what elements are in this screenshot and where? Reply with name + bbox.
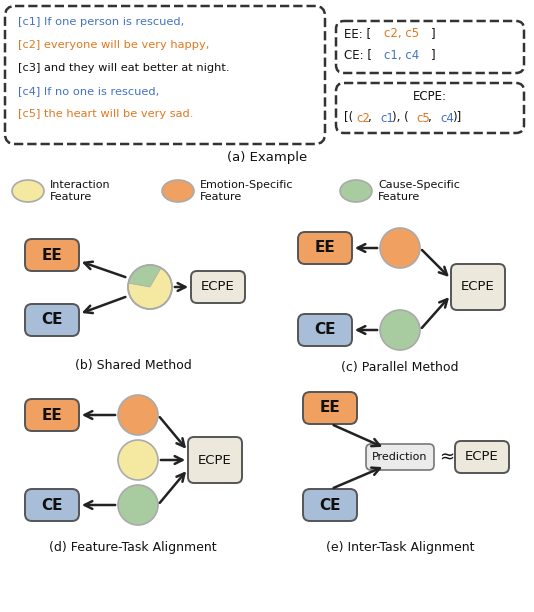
Wedge shape xyxy=(128,265,161,287)
Circle shape xyxy=(128,265,172,309)
FancyBboxPatch shape xyxy=(336,21,524,73)
Text: )]: )] xyxy=(452,111,461,124)
Text: ECPE: ECPE xyxy=(461,280,495,294)
FancyBboxPatch shape xyxy=(455,441,509,473)
Text: Emotion-Specific
Feature: Emotion-Specific Feature xyxy=(200,180,294,202)
Text: ,: , xyxy=(368,111,375,124)
FancyBboxPatch shape xyxy=(25,239,79,271)
Circle shape xyxy=(380,310,420,350)
FancyBboxPatch shape xyxy=(25,304,79,336)
Text: c2, c5: c2, c5 xyxy=(384,28,419,40)
Text: (e) Inter-Task Alignment: (e) Inter-Task Alignment xyxy=(326,542,474,554)
Text: (b) Shared Method: (b) Shared Method xyxy=(75,359,191,371)
Text: (c) Parallel Method: (c) Parallel Method xyxy=(341,362,459,375)
Text: EE: [: EE: [ xyxy=(344,28,371,40)
Text: [c3] and they will eat better at night.: [c3] and they will eat better at night. xyxy=(18,63,230,73)
FancyBboxPatch shape xyxy=(188,437,242,483)
Text: ECPE: ECPE xyxy=(198,453,232,466)
FancyBboxPatch shape xyxy=(303,392,357,424)
Text: ECPE: ECPE xyxy=(201,280,235,294)
FancyBboxPatch shape xyxy=(5,6,325,144)
Text: (a) Example: (a) Example xyxy=(227,152,307,165)
Text: CE: CE xyxy=(314,323,336,337)
Text: ]: ] xyxy=(431,48,436,61)
Text: ECPE: ECPE xyxy=(465,450,499,463)
FancyBboxPatch shape xyxy=(25,489,79,521)
Text: CE: [: CE: [ xyxy=(344,48,372,61)
Text: EE: EE xyxy=(315,241,335,255)
Ellipse shape xyxy=(340,180,372,202)
Circle shape xyxy=(380,228,420,268)
Text: ≈: ≈ xyxy=(439,448,454,466)
Text: CE: CE xyxy=(41,498,63,512)
Text: [c5] the heart will be very sad.: [c5] the heart will be very sad. xyxy=(18,109,193,119)
FancyBboxPatch shape xyxy=(366,444,434,470)
FancyBboxPatch shape xyxy=(451,264,505,310)
FancyBboxPatch shape xyxy=(298,314,352,346)
Text: c2: c2 xyxy=(356,111,370,124)
Text: ,: , xyxy=(428,111,436,124)
Ellipse shape xyxy=(12,180,44,202)
Text: EE: EE xyxy=(320,400,340,416)
Text: [c1] If one person is rescued,: [c1] If one person is rescued, xyxy=(18,17,184,27)
Text: c1: c1 xyxy=(380,111,394,124)
Text: CE: CE xyxy=(319,498,341,512)
Circle shape xyxy=(118,395,158,435)
Text: c5: c5 xyxy=(416,111,430,124)
FancyBboxPatch shape xyxy=(303,489,357,521)
FancyBboxPatch shape xyxy=(336,83,524,133)
Text: [c2] everyone will be very happy,: [c2] everyone will be very happy, xyxy=(18,40,209,50)
Text: [c4] If no one is rescued,: [c4] If no one is rescued, xyxy=(18,86,159,96)
Text: ), (: ), ( xyxy=(392,111,409,124)
FancyBboxPatch shape xyxy=(25,399,79,431)
Circle shape xyxy=(118,440,158,480)
Text: ]: ] xyxy=(431,28,436,40)
Text: c1, c4: c1, c4 xyxy=(384,48,419,61)
Text: Interaction
Feature: Interaction Feature xyxy=(50,180,111,202)
Text: ECPE:: ECPE: xyxy=(413,91,447,103)
Text: c4: c4 xyxy=(440,111,454,124)
FancyBboxPatch shape xyxy=(298,232,352,264)
Text: EE: EE xyxy=(42,408,62,422)
Text: [(: [( xyxy=(344,111,354,124)
Circle shape xyxy=(118,485,158,525)
Text: CE: CE xyxy=(41,313,63,327)
Text: Prediction: Prediction xyxy=(372,452,428,462)
Text: Cause-Specific
Feature: Cause-Specific Feature xyxy=(378,180,460,202)
Text: EE: EE xyxy=(42,247,62,263)
FancyBboxPatch shape xyxy=(191,271,245,303)
Ellipse shape xyxy=(162,180,194,202)
Text: (d) Feature-Task Alignment: (d) Feature-Task Alignment xyxy=(49,542,217,554)
